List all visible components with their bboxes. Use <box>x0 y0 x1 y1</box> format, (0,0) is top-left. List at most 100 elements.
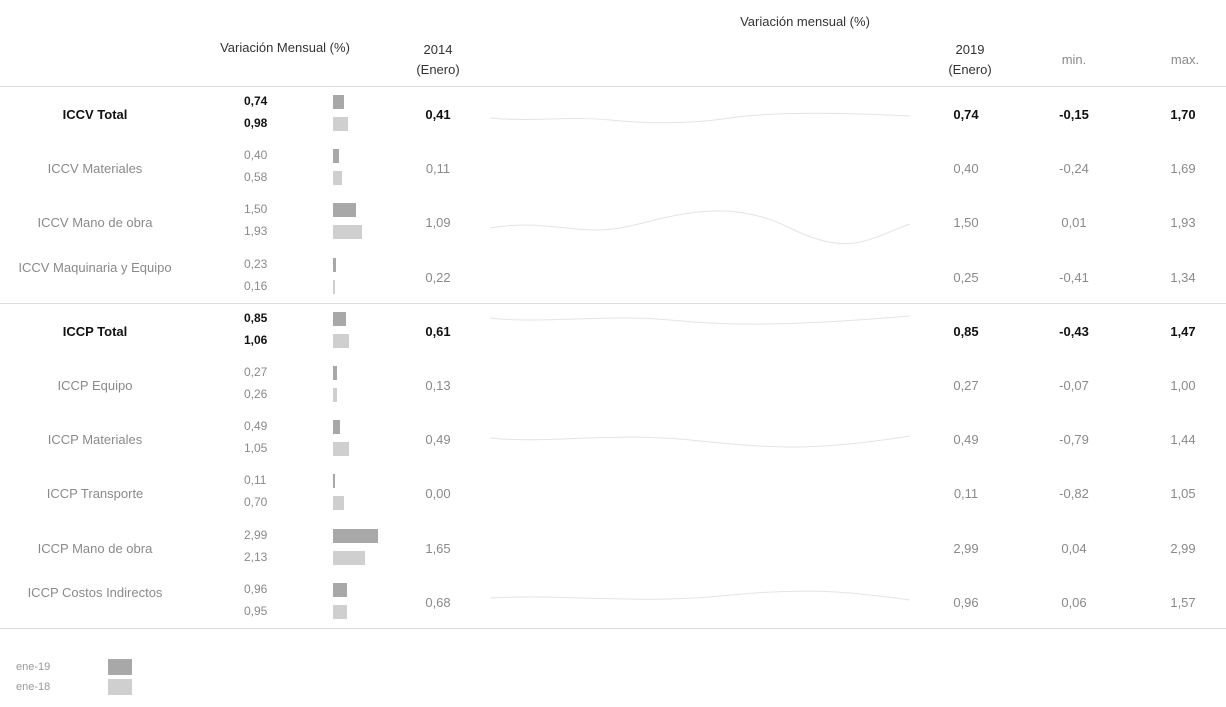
value-2019: 0,40 <box>953 161 979 177</box>
legend-label: ene-19 <box>16 661 51 673</box>
header-min: min. <box>1061 52 1087 67</box>
value-2014: 0,13 <box>425 378 451 394</box>
value-ene-18: 0,26 <box>244 387 268 401</box>
value-max: 1,44 <box>1170 432 1196 448</box>
header-monthly-center: Variación mensual (%) <box>740 14 870 29</box>
value-min: 0,01 <box>1061 215 1087 231</box>
header-2019: 2019 (Enero) <box>930 40 1010 80</box>
value-2014: 0,11 <box>425 161 451 177</box>
value-ene-19: 1,50 <box>244 202 268 217</box>
value-2014: 0,41 <box>425 107 451 123</box>
value-2019: 0,49 <box>953 432 979 448</box>
value-max: 1,70 <box>1170 107 1196 123</box>
bar-ene-18 <box>333 388 337 402</box>
value-ene-18: 1,93 <box>244 224 268 239</box>
sparkline-traces <box>490 112 911 601</box>
value-ene-19: 0,23 <box>244 256 268 271</box>
value-ene-19: 0,11 <box>244 473 267 488</box>
bar-ene-19 <box>333 420 341 435</box>
bar-ene-19 <box>333 311 346 326</box>
table-row: ICCV Maquinaria y Equipo 0,23 0,16 0,22 0,25… <box>0 251 1226 305</box>
value-min: -0,43 <box>1059 323 1089 339</box>
bar-ene-18 <box>333 496 344 511</box>
header-2019-month: (Enero) <box>948 62 992 77</box>
table-row: ICCP Mano de obra 2,99 2,13 1,65 2,99 0,04 2,9… <box>0 522 1226 576</box>
value-ene-19: 0,74 <box>244 94 268 108</box>
value-ene-18: 0,70 <box>244 495 268 510</box>
header-monthly-left: Variación Mensual (%) <box>220 40 350 55</box>
value-ene-18: 1,05 <box>244 441 268 456</box>
table-row: ICCP Materiales 0,49 1,05 0,49 0,49 -0,79 1,44 <box>0 413 1226 467</box>
value-2014: 1,65 <box>425 540 451 556</box>
legend-label: ene-18 <box>16 681 51 693</box>
bar-ene-18 <box>333 604 348 619</box>
table-bottom-separator <box>0 628 1226 629</box>
row-name: ICCP Total <box>62 323 128 339</box>
bar-ene-18 <box>333 171 342 186</box>
value-min: -0,82 <box>1059 486 1089 502</box>
bar-ene-18 <box>333 225 362 240</box>
row-name: ICCV Materiales <box>47 161 143 177</box>
value-2014: 1,09 <box>425 215 451 231</box>
value-2019: 2,99 <box>953 540 979 556</box>
bar-ene-19 <box>333 149 339 164</box>
row-name: ICCP Mano de obra <box>37 540 153 556</box>
row-name: ICCV Total <box>62 107 128 123</box>
value-max: 1,57 <box>1170 594 1196 610</box>
value-min: -0,41 <box>1059 269 1089 285</box>
group-separator <box>0 303 1226 304</box>
value-ene-19: 2,99 <box>244 527 268 542</box>
value-ene-18: 0,16 <box>244 278 268 293</box>
table-row: ICCP Transporte 0,11 0,70 0,00 0,11 -0,82 1,05 <box>0 467 1226 521</box>
table-row: ICCP Costos Indirectos 0,96 0,95 0,68 0,96 0,… <box>0 576 1226 630</box>
bar-ene-18 <box>333 117 348 131</box>
row-name: ICCV Maquinaria y Equipo <box>18 259 172 275</box>
value-max: 1,69 <box>1170 161 1196 177</box>
bar-ene-19 <box>333 95 345 109</box>
value-min: -0,15 <box>1059 107 1089 123</box>
header-separator <box>0 86 1226 87</box>
header-2014-month: (Enero) <box>416 62 460 77</box>
value-ene-18: 0,98 <box>244 116 268 130</box>
bar-ene-19 <box>333 582 348 597</box>
table-row: ICCP Equipo 0,27 0,26 0,13 0,27 -0,07 1,00 <box>0 359 1226 413</box>
sparkline-iccv-total <box>490 112 911 124</box>
value-2019: 0,11 <box>953 486 979 502</box>
value-max: 1,93 <box>1170 215 1196 231</box>
table-row: ICCV Materiales 0,40 0,58 0,11 0,40 -0,24 1,69 <box>0 142 1226 196</box>
value-2019: 0,74 <box>953 107 979 123</box>
value-min: -0,79 <box>1059 432 1089 448</box>
value-2014: 0,00 <box>425 486 451 502</box>
table-row: ICCP Total 0,85 1,06 0,61 0,85 -0,43 1,47 <box>0 305 1226 359</box>
value-ene-18: 1,06 <box>244 332 268 347</box>
value-2014: 0,61 <box>425 323 451 339</box>
value-max: 2,99 <box>1170 540 1196 556</box>
sparkline-iccp-costos-indirectos <box>490 590 911 601</box>
value-ene-19: 0,49 <box>244 419 268 434</box>
bar-ene-19 <box>333 257 337 272</box>
table-row: ICCV Total 0,74 0,98 0,41 0,74 -0,15 1,70 <box>0 88 1226 142</box>
value-max: 1,00 <box>1170 378 1196 394</box>
value-ene-19: 0,96 <box>244 581 268 596</box>
value-ene-18: 0,95 <box>244 603 268 618</box>
header-2014-year: 2014 <box>423 42 453 57</box>
row-name: ICCP Equipo <box>57 378 133 394</box>
value-max: 1,47 <box>1170 323 1196 339</box>
value-2019: 0,27 <box>953 378 979 394</box>
value-min: -0,24 <box>1059 161 1089 177</box>
value-2019: 0,85 <box>953 323 979 339</box>
value-max: 1,34 <box>1170 269 1196 285</box>
value-2014: 0,49 <box>425 432 451 448</box>
bar-ene-18 <box>333 279 336 294</box>
value-min: 0,06 <box>1061 594 1087 610</box>
value-2019: 0,96 <box>953 594 979 610</box>
value-2019: 0,25 <box>953 269 979 285</box>
value-max: 1,05 <box>1170 486 1196 502</box>
sparkline-iccp-materiales <box>490 435 911 448</box>
bar-ene-18 <box>333 550 365 565</box>
row-name: ICCP Transporte <box>46 486 144 502</box>
value-min: -0,07 <box>1059 378 1089 394</box>
bar-ene-19 <box>333 474 335 489</box>
legend-swatch <box>108 659 132 675</box>
bar-ene-19 <box>333 528 378 543</box>
